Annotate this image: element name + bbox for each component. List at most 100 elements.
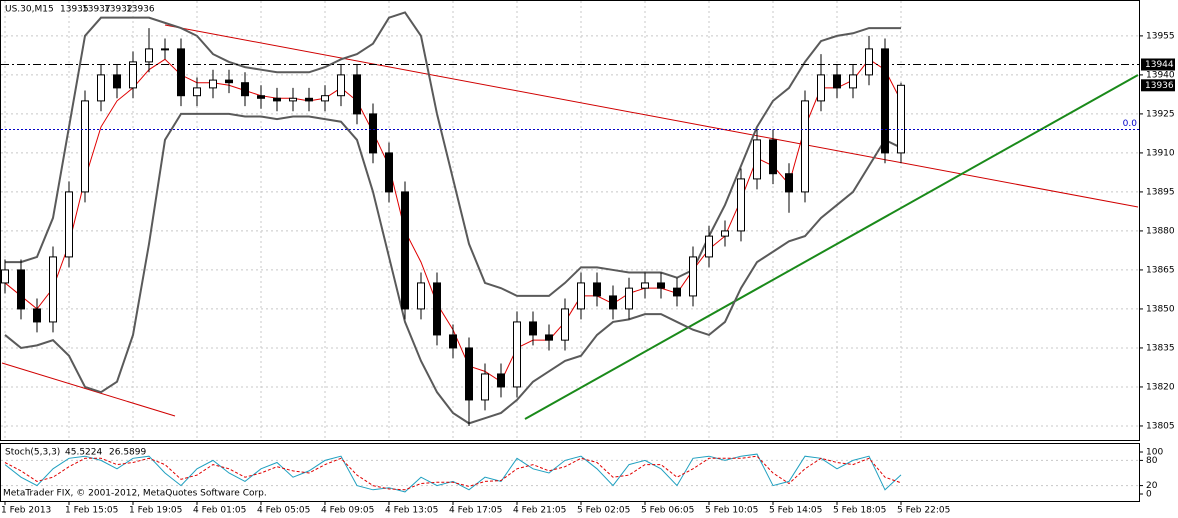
candle-body — [65, 191, 73, 258]
footer: MetaTrader FIX, © 2001-2012, MetaQuotes … — [3, 489, 267, 499]
candle-body — [721, 230, 729, 237]
y-tick-label: 13820 — [1146, 382, 1175, 392]
candle-body — [161, 48, 169, 51]
trend-line — [524, 74, 1139, 420]
price-box-label: 13936 — [1145, 81, 1174, 91]
stoch-value: 26.5899 — [109, 448, 146, 458]
candle-body — [561, 308, 569, 341]
symbol: US.30,M15 — [5, 5, 54, 15]
candle-body — [513, 321, 521, 388]
candle-body — [433, 282, 441, 336]
candle-body — [33, 308, 41, 323]
x-tick-label: 1 Feb 2013 — [1, 506, 51, 516]
candle-body — [657, 282, 665, 289]
y-tick-label: 80 — [1146, 456, 1158, 466]
y-tick-label: 13925 — [1146, 109, 1175, 119]
x-tick-label: 4 Feb 21:05 — [513, 506, 566, 516]
y-tick-label: 13955 — [1146, 31, 1175, 41]
x-tick-label: 5 Feb 10:05 — [705, 506, 758, 516]
price-box — [1141, 79, 1175, 92]
candle-body — [705, 235, 713, 258]
candle-body — [177, 48, 185, 97]
candle-body — [833, 74, 841, 89]
candle-body — [1, 269, 9, 284]
quote: 13937 — [82, 5, 111, 15]
candle-body — [305, 97, 313, 102]
x-tick-label: 4 Feb 17:05 — [449, 506, 502, 516]
candle-body — [625, 287, 633, 310]
candle-body — [529, 321, 537, 336]
y-tick-label: 20 — [1146, 481, 1158, 491]
candle-body — [337, 74, 345, 97]
candle-body — [801, 100, 809, 193]
candle-body — [241, 82, 249, 97]
x-tick-label: 4 Feb 01:05 — [193, 506, 246, 516]
stoch-title: Stoch(5,3,3) — [5, 448, 60, 458]
x-tick-label: 4 Feb 09:05 — [321, 506, 374, 516]
candle-body — [145, 48, 153, 63]
y-tick-label: 13910 — [1146, 148, 1175, 158]
candle-body — [81, 100, 89, 193]
y-tick-label: 100 — [1146, 448, 1163, 458]
candle-body — [785, 173, 793, 193]
candle-body — [449, 334, 457, 349]
candle-body — [273, 97, 281, 102]
candle-body — [577, 282, 585, 310]
x-tick-label: 1 Feb 15:05 — [65, 506, 118, 516]
candle-body — [401, 191, 409, 310]
candle-body — [609, 295, 617, 310]
candle-body — [369, 113, 377, 154]
x-tick-label: 4 Feb 13:05 — [385, 506, 438, 516]
candle-body — [593, 282, 601, 297]
y-tick-label: 13835 — [1146, 343, 1175, 353]
y-tick-label: 13940 — [1146, 70, 1175, 80]
candle-body — [289, 97, 297, 102]
stoch-value: 45.5224 — [65, 448, 102, 458]
candle-body — [113, 74, 121, 89]
indicator-line — [4, 112, 902, 425]
candle-body — [49, 256, 57, 323]
y-tick-label: 13865 — [1146, 265, 1175, 275]
y-tick-label: 0 — [1146, 490, 1152, 500]
x-tick-label: 5 Feb 18:05 — [833, 506, 886, 516]
candle-body — [417, 282, 425, 310]
y-tick-label: 13895 — [1146, 187, 1175, 197]
indicator-line — [5, 11, 901, 297]
candle-body — [321, 95, 329, 102]
y-tick-label: 13880 — [1146, 226, 1175, 236]
candle-body — [881, 48, 889, 154]
candle-body — [385, 152, 393, 193]
candle-body — [689, 256, 697, 297]
x-tick-label: 5 Feb 14:05 — [769, 506, 822, 516]
candle-body — [817, 74, 825, 102]
candle-body — [257, 95, 265, 99]
candle-body — [897, 84, 905, 154]
candle-body — [17, 269, 25, 310]
candle-body — [481, 373, 489, 401]
price-box-label: 13944 — [1145, 60, 1174, 70]
price-box — [1141, 58, 1175, 71]
stoch-frame — [0, 443, 1140, 502]
candle-body — [641, 282, 649, 289]
stoch-line — [4, 453, 902, 493]
candle-body — [97, 74, 105, 102]
quote: 13936 — [126, 5, 155, 15]
stoch-line — [4, 455, 902, 491]
candle-body — [129, 61, 137, 89]
candle-body — [865, 48, 873, 76]
x-tick-label: 5 Feb 02:05 — [577, 506, 630, 516]
candle-body — [545, 334, 553, 341]
x-tick-label: 1 Feb 19:05 — [129, 506, 182, 516]
candle-body — [737, 178, 745, 232]
h-line-label: 0.0 — [1123, 119, 1138, 129]
x-tick-label: 4 Feb 05:05 — [257, 506, 310, 516]
quote: 13932 — [104, 5, 133, 15]
y-tick-label: 13805 — [1146, 421, 1175, 431]
trend-line — [1, 362, 176, 417]
candle-body — [753, 139, 761, 180]
x-tick-label: 5 Feb 06:05 — [641, 506, 694, 516]
candle-body — [673, 287, 681, 297]
candle-body — [209, 79, 217, 89]
main-frame — [0, 0, 1140, 441]
